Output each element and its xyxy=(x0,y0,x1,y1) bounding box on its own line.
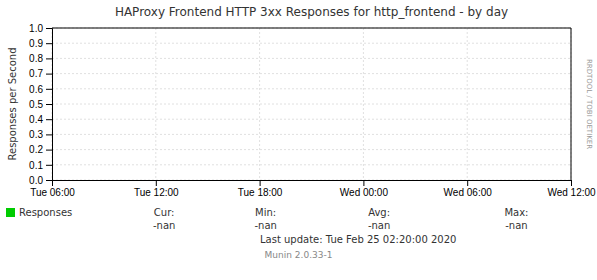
title: HAProxy Frontend HTTP 3xx Responses for … xyxy=(115,5,508,19)
stat-value: -nan xyxy=(153,220,175,231)
y-tick-label: 0.5 xyxy=(29,99,43,110)
grid-line xyxy=(52,164,571,165)
y-tick-mark xyxy=(46,74,52,75)
y-tick: 0.3 xyxy=(29,129,52,140)
grid-line xyxy=(52,88,571,89)
x-tick-mark xyxy=(52,180,53,186)
y-tick: 1.0 xyxy=(29,23,52,34)
x-tick: Wed 00:00 xyxy=(340,180,389,198)
chart: 0.0 0.1 0.2 0.3 0.4 0.5 0.6 0.7 0.8 0.9 1.0 Tue 06:… xyxy=(0,0,597,280)
legend-swatch xyxy=(6,208,15,217)
grid-line xyxy=(52,134,571,135)
y-tick-label: 0.8 xyxy=(29,53,43,64)
x-tick: Tue 12:00 xyxy=(134,180,179,198)
x-axis-line xyxy=(53,181,572,187)
y-tick-mark xyxy=(46,58,52,59)
x-tick-label: Tue 12:00 xyxy=(134,187,179,198)
y-tick: 0.5 xyxy=(29,99,52,110)
y-tick: 0.7 xyxy=(29,68,52,79)
x-tick-mark xyxy=(156,180,157,186)
x-tick-label: Tue 06:00 xyxy=(30,187,75,198)
y-tick-mark xyxy=(46,134,52,135)
x-tick-label: Wed 00:00 xyxy=(340,187,389,198)
stat-label: Cur: xyxy=(154,207,175,218)
side-label: RRDTOOL / TOBI OETIKER xyxy=(585,59,593,149)
y-tick: 0.6 xyxy=(29,84,52,95)
grid-line xyxy=(52,58,571,59)
y-tick-mark xyxy=(46,28,52,29)
y-tick-label: 0.2 xyxy=(29,144,43,155)
y-tick: 0.0 xyxy=(29,175,52,186)
x-tick: Wed 06:00 xyxy=(444,180,493,198)
footer-note: Munin 2.0.33-1 xyxy=(265,250,333,260)
y-tick-label: 0.0 xyxy=(29,175,43,186)
y-tick-label: 0.6 xyxy=(29,84,43,95)
y-axis: 0.0 0.1 0.2 0.3 0.4 0.5 0.6 0.7 0.8 0.9 1.0 xyxy=(29,23,52,186)
y-tick-mark xyxy=(46,180,52,181)
y-tick: 0.8 xyxy=(29,53,52,64)
grid-line xyxy=(52,104,571,105)
grid-line xyxy=(52,73,571,74)
stat-label: Max: xyxy=(504,207,528,218)
y-axis-label: Responses per Second xyxy=(7,47,18,160)
grid-line xyxy=(259,28,260,180)
y-tick-mark xyxy=(46,165,52,166)
x-tick: Tue 06:00 xyxy=(30,180,75,198)
x-tick: Tue 18:00 xyxy=(238,180,283,198)
last-update: Last update: Tue Feb 25 02:20:00 2020 xyxy=(260,234,456,245)
y-tick-mark xyxy=(46,150,52,151)
y-tick-mark xyxy=(46,104,52,105)
x-tick-mark xyxy=(363,180,364,186)
grid-line xyxy=(52,149,571,150)
grid-line xyxy=(467,28,468,180)
legend: Responses xyxy=(6,207,72,218)
stat-value: -nan xyxy=(254,220,276,231)
y-tick-label: 0.9 xyxy=(29,38,43,49)
stat-value: -nan xyxy=(368,220,390,231)
y-tick-label: 0.1 xyxy=(29,160,43,171)
grid-line xyxy=(571,28,572,180)
y-axis-line xyxy=(46,29,53,181)
y-tick: 0.4 xyxy=(29,114,52,125)
x-tick-mark xyxy=(571,180,572,186)
grid-line xyxy=(52,119,571,120)
plot-area: 0.0 0.1 0.2 0.3 0.4 0.5 0.6 0.7 0.8 0.9 1.0 Tue 06:… xyxy=(29,23,596,198)
stat-value: -nan xyxy=(505,220,527,231)
stat-label: Min: xyxy=(255,207,276,218)
x-axis: Tue 06:00 Tue 12:00 Tue 18:00 Wed 00:00 Wed … xyxy=(30,180,596,198)
y-tick-label: 0.7 xyxy=(29,68,43,79)
y-tick-mark xyxy=(46,119,52,120)
legend-label: Responses xyxy=(19,207,72,218)
y-tick-mark xyxy=(46,43,52,44)
x-tick-mark xyxy=(260,180,261,186)
footer: Cur: -nan Min: -nan Avg: -nan Max: -nan Last upd… xyxy=(153,207,528,260)
x-tick-label: Wed 06:00 xyxy=(444,187,493,198)
grid xyxy=(52,28,571,180)
y-tick: 0.9 xyxy=(29,38,52,49)
y-tick: 0.1 xyxy=(29,160,52,171)
stat-label: Avg: xyxy=(368,207,390,218)
grid-line xyxy=(155,28,156,180)
x-tick-label: Wed 12:00 xyxy=(547,187,596,198)
plot-frame xyxy=(52,28,571,29)
x-tick: Wed 12:00 xyxy=(547,180,596,198)
x-tick-label: Tue 18:00 xyxy=(238,187,283,198)
y-tick-label: 0.4 xyxy=(29,114,43,125)
x-tick-mark xyxy=(467,180,468,186)
y-tick: 0.2 xyxy=(29,144,52,155)
y-tick-label: 0.3 xyxy=(29,129,43,140)
grid-line xyxy=(52,43,571,44)
y-tick-label: 1.0 xyxy=(29,23,43,34)
plot-frame xyxy=(571,28,572,180)
grid-line xyxy=(363,28,364,180)
y-tick-mark xyxy=(46,89,52,90)
grid-line xyxy=(52,28,571,29)
